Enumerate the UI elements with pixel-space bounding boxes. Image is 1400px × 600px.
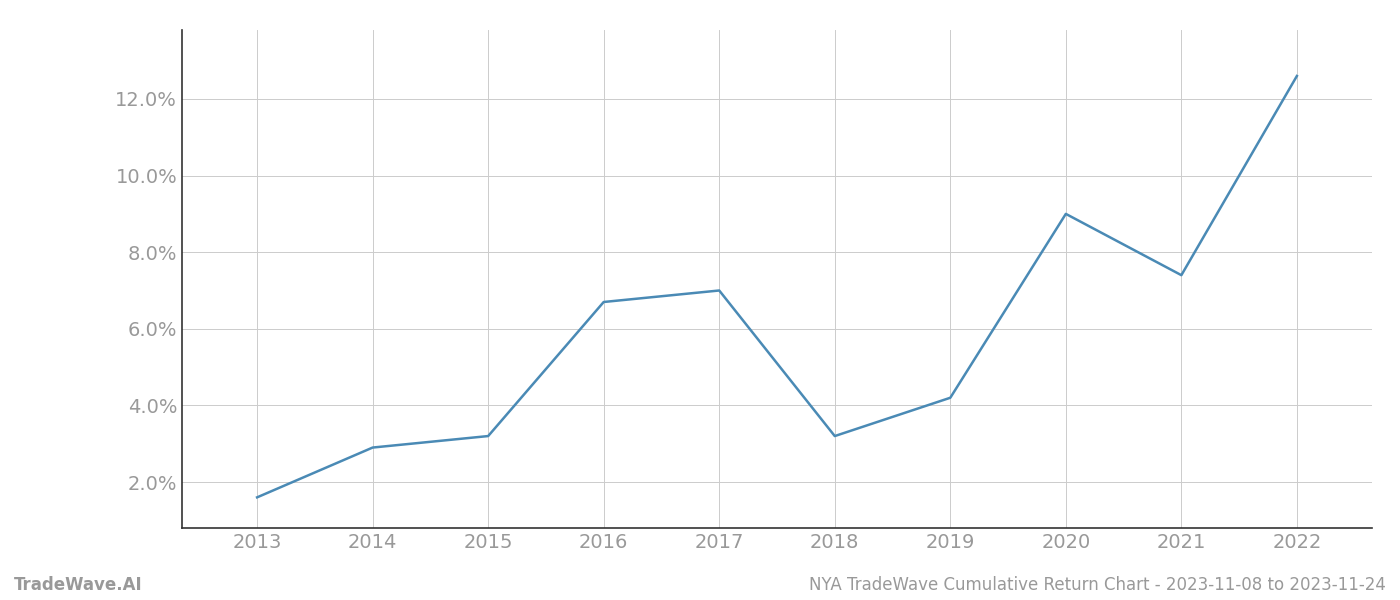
Text: TradeWave.AI: TradeWave.AI <box>14 576 143 594</box>
Text: NYA TradeWave Cumulative Return Chart - 2023-11-08 to 2023-11-24: NYA TradeWave Cumulative Return Chart - … <box>809 576 1386 594</box>
